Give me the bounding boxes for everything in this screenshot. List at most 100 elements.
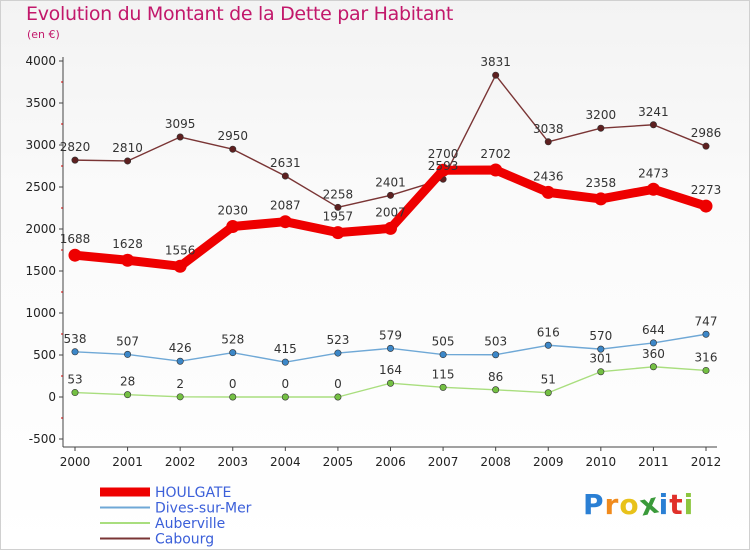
x-tick-label: 2004	[270, 455, 301, 469]
data-label: 2950	[217, 129, 248, 143]
data-point	[544, 341, 552, 349]
data-label: 503	[484, 335, 507, 349]
data-label: 28	[120, 375, 135, 389]
data-label: 538	[64, 332, 87, 346]
data-point	[176, 133, 184, 141]
data-point	[71, 348, 79, 356]
data-label: 2702	[480, 147, 511, 161]
data-label: 316	[695, 350, 718, 364]
data-label: 2273	[691, 183, 722, 197]
data-label: 505	[432, 335, 455, 349]
data-label: 2986	[691, 126, 722, 140]
data-label: 1957	[323, 210, 354, 224]
data-point	[597, 124, 605, 132]
data-label: 507	[116, 334, 139, 348]
data-point	[492, 386, 500, 394]
data-label: 1628	[112, 237, 143, 251]
data-point	[646, 182, 660, 196]
y-tick-label: 2000	[25, 222, 56, 236]
data-label: 3241	[638, 105, 669, 119]
x-tick-label: 2012	[691, 455, 722, 469]
data-point	[229, 349, 237, 357]
data-label: 3095	[165, 117, 196, 131]
data-point	[649, 339, 657, 347]
data-label: 53	[67, 373, 82, 387]
data-label: 51	[541, 373, 556, 387]
data-label: 0	[229, 377, 237, 391]
y-tick-label: 1500	[25, 264, 56, 278]
data-point	[384, 221, 397, 235]
x-tick-label: 2003	[217, 455, 248, 469]
data-label: 2007	[375, 205, 406, 219]
data-label: 570	[589, 329, 612, 343]
data-label: 2401	[375, 175, 406, 189]
data-point	[597, 345, 605, 353]
data-label: 164	[379, 363, 402, 377]
chart-title: Evolution du Montant de la Dette par Hab…	[26, 3, 454, 25]
x-tick-label: 2002	[165, 455, 196, 469]
logo-letter: i	[683, 488, 695, 521]
data-point	[439, 383, 447, 391]
legend-label: Auberville	[155, 516, 225, 532]
data-label: 2358	[586, 176, 617, 190]
data-point	[124, 391, 132, 399]
logo-letter: t	[669, 488, 684, 521]
data-point	[594, 192, 608, 206]
x-tick-label: 2009	[533, 455, 564, 469]
data-point	[334, 393, 342, 401]
data-point	[334, 349, 342, 357]
data-label: 3038	[533, 122, 564, 136]
legend-label: HOULGATE	[155, 485, 231, 501]
x-tick-label: 2001	[112, 455, 143, 469]
data-point	[124, 350, 132, 358]
data-label: 86	[488, 370, 503, 384]
y-tick-label: -500	[29, 432, 56, 446]
data-point	[489, 163, 503, 177]
data-point	[334, 203, 342, 211]
data-point	[436, 163, 450, 177]
logo-letter: o	[619, 488, 640, 521]
data-label: 616	[537, 325, 560, 339]
data-label: 115	[432, 367, 455, 381]
data-point	[331, 226, 345, 240]
chart-subtitle: (en €)	[27, 28, 60, 41]
data-point	[173, 259, 187, 273]
data-point	[492, 71, 500, 79]
data-point	[226, 219, 240, 233]
legend-label: Dives-sur-Mer	[155, 501, 252, 517]
data-point	[71, 156, 79, 164]
data-point	[386, 344, 394, 352]
data-point	[281, 393, 289, 401]
data-point	[278, 215, 292, 229]
data-point	[492, 351, 500, 359]
data-point	[544, 138, 552, 146]
data-point	[176, 393, 184, 401]
data-point	[68, 248, 82, 262]
data-label: 0	[334, 377, 342, 391]
data-label: 2436	[533, 169, 564, 183]
data-label: 3200	[586, 108, 617, 122]
data-point	[699, 199, 713, 213]
data-point	[649, 363, 657, 371]
data-label: 2810	[112, 141, 143, 155]
data-point	[649, 121, 657, 129]
x-tick-label: 2008	[480, 455, 511, 469]
data-label: 523	[326, 333, 349, 347]
data-point	[541, 185, 555, 199]
y-tick-label: 2500	[25, 180, 56, 194]
x-tick-label: 2000	[60, 455, 91, 469]
data-label: 415	[274, 342, 297, 356]
legend-label: Cabourg	[155, 532, 214, 548]
y-tick-label: 0	[48, 390, 56, 404]
data-point	[702, 330, 710, 338]
data-label: 0	[282, 377, 290, 391]
data-point	[229, 393, 237, 401]
data-label: 528	[221, 333, 244, 347]
proxiti-logo: Proxiti	[583, 486, 695, 522]
data-point	[702, 142, 710, 150]
data-label: 3831	[480, 55, 511, 69]
x-tick-label: 2010	[586, 455, 617, 469]
data-label: 2700	[428, 147, 459, 161]
data-point	[597, 368, 605, 376]
